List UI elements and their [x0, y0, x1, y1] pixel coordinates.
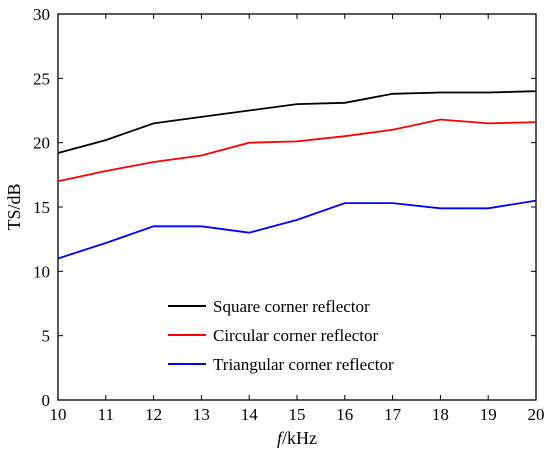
- x-tick-label: 13: [193, 405, 210, 424]
- series-line-1: [57, 90, 537, 154]
- x-tick-label: 15: [289, 405, 306, 424]
- x-tick-label: 10: [50, 405, 67, 424]
- y-tick-label: 0: [42, 391, 51, 410]
- x-tick-label: 17: [384, 405, 402, 424]
- x-tick-label: 16: [336, 405, 353, 424]
- x-tick-label: 18: [432, 405, 449, 424]
- x-axis-label-variable: f: [277, 428, 285, 448]
- y-tick-label: 20: [33, 134, 50, 153]
- x-axis-label: f/kHz: [277, 428, 317, 448]
- y-tick-label: 25: [33, 69, 50, 88]
- y-tick-label: 30: [33, 5, 50, 24]
- x-axis-label-unit: /kHz: [282, 428, 317, 448]
- series-line-3: [57, 199, 537, 260]
- legend-label: Square corner reflector: [213, 297, 370, 316]
- y-tick-label: 5: [42, 327, 51, 346]
- legend-label: Triangular corner reflector: [213, 355, 394, 374]
- y-tick-label: 15: [33, 198, 50, 217]
- x-tick-label: 12: [145, 405, 162, 424]
- x-tick-label: 20: [528, 405, 545, 424]
- x-tick-label: 14: [241, 405, 259, 424]
- x-tick-label: 19: [480, 405, 497, 424]
- legend: Square corner reflector Circular corner r…: [160, 291, 460, 384]
- legend-label: Circular corner reflector: [213, 326, 379, 345]
- legend-box: [160, 291, 460, 384]
- series-lines: [57, 90, 537, 260]
- x-tick-label: 11: [98, 405, 114, 424]
- y-axis-label: TS/dB: [4, 183, 24, 230]
- y-tick-label: 10: [33, 262, 50, 281]
- series-line-2: [57, 118, 537, 183]
- axes: 10 11 12 13 14 15 16 17 18 19 20 0 5 10 15 20 25 30: [33, 5, 545, 424]
